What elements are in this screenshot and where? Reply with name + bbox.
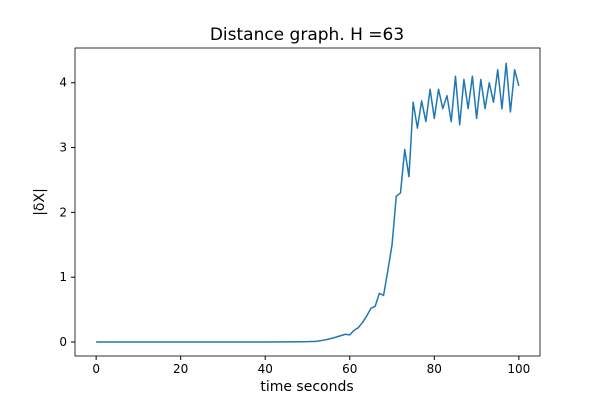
x-tick-label: 20 [173, 362, 188, 376]
chart-title: Distance graph. H =63 [210, 25, 404, 45]
y-tick-label: 4 [59, 76, 67, 90]
x-tick-label: 60 [342, 362, 357, 376]
x-tick-label: 40 [258, 362, 273, 376]
y-tick-label: 1 [59, 270, 67, 284]
y-tick-label: 3 [59, 141, 67, 155]
y-tick-label: 0 [59, 335, 67, 349]
x-tick-label: 80 [427, 362, 442, 376]
y-axis-label: |δX| [32, 188, 48, 216]
y-tick-label: 2 [59, 205, 67, 219]
x-tick-label: 0 [92, 362, 100, 376]
plot-frame [74, 47, 541, 357]
x-tick-label: 100 [507, 362, 530, 376]
line-series [96, 62, 520, 343]
x-axis-label: time seconds [260, 379, 353, 395]
